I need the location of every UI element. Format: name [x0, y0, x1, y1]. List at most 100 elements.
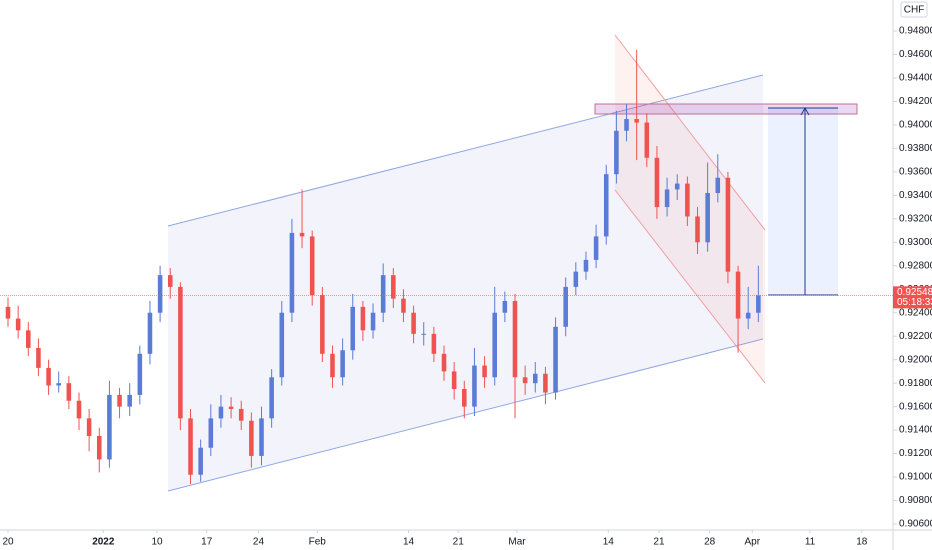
y-tick-label: 0.93200	[899, 213, 932, 224]
y-tick-label: 0.90800	[899, 495, 932, 506]
candle-body	[36, 347, 41, 368]
x-tick-label: 10	[152, 537, 164, 548]
candle-body	[614, 130, 619, 175]
candle-body	[391, 275, 396, 299]
y-tick-label: 0.94800	[899, 26, 932, 37]
candle-body	[127, 394, 132, 407]
x-tick-label: 14	[603, 537, 615, 548]
y-tick-label: 0.92000	[899, 354, 932, 365]
candle-body	[451, 371, 457, 390]
candle-body	[66, 383, 72, 401]
x-tick-label: 18	[856, 537, 868, 548]
candle-body	[725, 177, 731, 272]
candle-body	[360, 306, 366, 331]
x-tick-label: 17	[201, 537, 213, 548]
desc-channel-top	[614, 34, 766, 231]
candle-body	[167, 275, 173, 287]
x-tick-label: Feb	[309, 537, 327, 548]
candle-body	[370, 312, 376, 331]
x-tick-label: 14	[403, 537, 415, 548]
resistance-zone	[594, 103, 858, 115]
candle-body	[218, 406, 224, 419]
x-tick-label: 20	[2, 537, 14, 548]
candle-body	[431, 333, 437, 354]
candle-body	[56, 383, 61, 386]
candle-body	[188, 418, 193, 475]
candle-body	[593, 236, 599, 260]
candle-body	[664, 189, 670, 208]
candle-body	[472, 365, 477, 407]
x-tick-label: Apr	[744, 537, 760, 548]
x-tick-label: 28	[704, 537, 716, 548]
candle-body	[340, 350, 345, 378]
desc-channel-bottom	[614, 189, 766, 384]
y-tick-label: 0.91800	[899, 378, 932, 389]
candle-body	[5, 306, 11, 319]
candle-body	[715, 177, 721, 193]
x-tick-label: 21	[453, 537, 465, 548]
candle-body	[624, 119, 629, 131]
candle-body	[553, 326, 558, 393]
candle-body	[15, 318, 21, 331]
y-tick-label: 0.90600	[899, 519, 932, 530]
candle-body	[26, 330, 31, 348]
channel-top	[167, 74, 764, 227]
y-tick-label: 0.94600	[899, 49, 932, 60]
arrow-head	[800, 106, 810, 116]
y-tick-label: 0.92200	[899, 331, 932, 342]
candle-body	[441, 353, 447, 372]
x-tick-label: 11	[805, 537, 816, 548]
candle-body	[86, 418, 92, 436]
y-tick-label: 0.91000	[899, 472, 932, 483]
candle-body	[330, 353, 335, 378]
currency: CHF	[904, 5, 925, 16]
candle-body	[46, 367, 51, 386]
candle-body	[573, 271, 579, 287]
candle-body	[117, 394, 122, 407]
candle-body	[289, 232, 295, 313]
candle-body	[279, 312, 285, 378]
y-tick-label: 0.93400	[899, 190, 932, 201]
last-price-label: 0.92548	[897, 287, 932, 298]
candle-body	[654, 157, 660, 208]
candle-body	[411, 312, 416, 334]
candle-body	[644, 122, 650, 158]
x-tick-label: 24	[253, 537, 265, 548]
candle-body	[249, 420, 254, 456]
candle-body	[543, 373, 548, 393]
candle-body	[107, 394, 112, 460]
candle-body	[309, 236, 315, 296]
candle-body	[198, 447, 203, 475]
candle-body	[157, 275, 163, 313]
last-price-badge	[893, 286, 932, 309]
drawings	[167, 34, 858, 492]
candles	[5, 49, 761, 485]
candle-body	[756, 295, 761, 313]
candle-body	[462, 389, 467, 407]
currency-badge[interactable]	[900, 1, 928, 18]
countdown: 05:18:33	[897, 297, 932, 308]
y-tick-label: 0.93800	[899, 143, 932, 154]
candle-body	[603, 174, 609, 237]
candle-body	[634, 119, 639, 123]
y-tick-label: 0.91400	[899, 425, 932, 436]
candle-body	[228, 406, 234, 409]
candle-body	[705, 192, 710, 243]
candle-body	[238, 408, 244, 421]
x-tick-label: Mar	[508, 537, 526, 548]
descending-channel	[615, 35, 765, 383]
candle-body	[178, 286, 183, 419]
candle-body	[320, 295, 325, 354]
candle-body	[695, 216, 700, 243]
candle-body	[583, 259, 589, 272]
candle-body	[137, 353, 143, 395]
candle-body	[482, 365, 487, 378]
candle-body	[421, 333, 427, 335]
candle-body	[502, 300, 508, 313]
candle-body	[674, 183, 680, 190]
candle-body	[685, 183, 690, 217]
ascending-channel	[168, 75, 763, 491]
candle-body	[299, 232, 305, 237]
